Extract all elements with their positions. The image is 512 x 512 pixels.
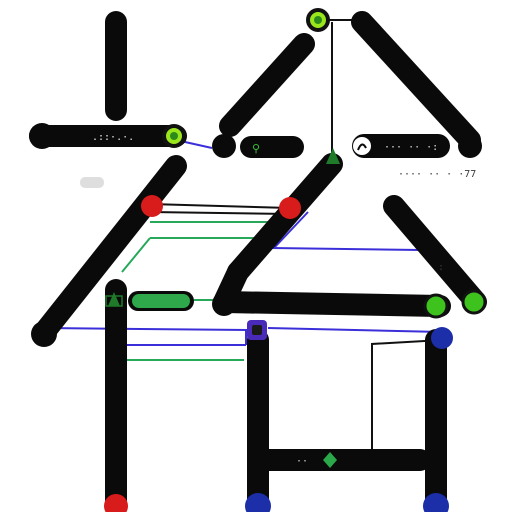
label-top-center: ⚲ (252, 142, 260, 155)
track-line (227, 153, 343, 283)
thin-lines (43, 19, 443, 458)
grey-chip (80, 177, 104, 188)
connector-line (149, 211, 291, 215)
floating-labels: ···· ·· · ·77 : (80, 169, 476, 273)
station-node (279, 197, 301, 219)
tower-icon (105, 292, 123, 307)
station-node (245, 493, 271, 512)
station-node (212, 134, 236, 158)
station-node (458, 134, 482, 158)
connector-line (43, 327, 249, 331)
connector-line (267, 327, 443, 333)
label-bottom: ·· (296, 456, 308, 467)
label-top-left: .::·.·. (92, 132, 134, 143)
label-pill-bottom (268, 449, 424, 471)
station-node (461, 289, 487, 315)
diamond-icon (323, 452, 337, 468)
connector-line (121, 237, 151, 273)
track-line (351, 11, 481, 151)
station-node (104, 494, 128, 512)
track-line (35, 155, 187, 341)
stations (29, 8, 487, 512)
station-node (31, 321, 57, 347)
label-pill-top-left (56, 125, 176, 147)
station-node-core (170, 132, 178, 140)
track-line (213, 261, 451, 317)
tower-icon (326, 148, 340, 164)
label-pills: .::·.·. ⚲ ··· ·· ·: ·· (56, 125, 450, 471)
label-pill-top-center (240, 136, 304, 158)
connector-line (149, 203, 291, 209)
icons (105, 137, 371, 468)
station-node-core (314, 16, 322, 24)
station-node (29, 123, 55, 149)
connector-line (371, 339, 443, 458)
station-node (141, 195, 163, 217)
label-top-right: ··· ·· ·: (384, 142, 438, 153)
connector-line (271, 247, 421, 251)
square-station-icon (247, 320, 267, 340)
label-small-right: : (438, 262, 444, 273)
label-right-side: ···· ·· · ·77 (398, 169, 476, 180)
connector-line (273, 211, 309, 249)
label-pill-green-inner (132, 294, 190, 308)
station-node (423, 293, 449, 319)
station-node (423, 493, 449, 512)
track-line (383, 195, 487, 313)
label-pill-top-right (352, 134, 450, 158)
location-pin-icon (353, 137, 371, 155)
tracks (29, 11, 487, 511)
station-node (212, 292, 236, 316)
station-node (431, 327, 453, 349)
track-line (219, 33, 315, 137)
